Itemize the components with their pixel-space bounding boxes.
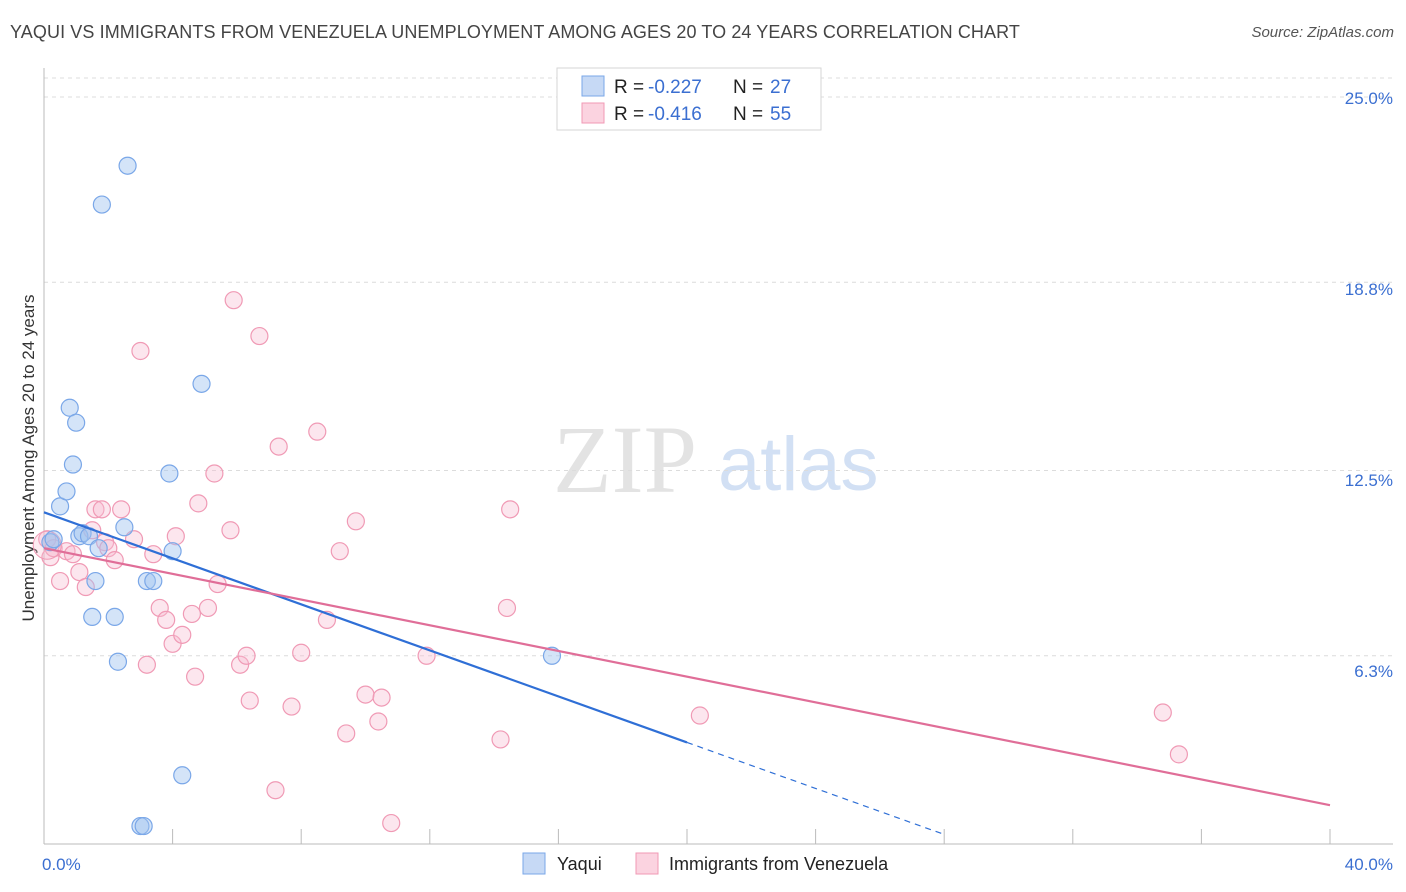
yaqui-point-10 — [83, 607, 102, 627]
watermark-atlas: atlas — [718, 422, 879, 507]
yaqui-trend-extension — [686, 741, 945, 836]
yaqui-point-4 — [60, 398, 79, 417]
venezuela-point-9 — [86, 500, 105, 519]
yaqui-point-6 — [67, 413, 86, 432]
watermark-zip: ZIP — [553, 406, 697, 513]
venezuela-point-25 — [186, 667, 205, 686]
yaqui-point-20 — [137, 571, 156, 591]
venezuela-point-46 — [369, 712, 388, 731]
yaqui-point-24 — [173, 766, 192, 785]
bottom-legend-label-yaqui: Yaqui — [557, 854, 602, 874]
x-tick-label-0: 0.0% — [42, 855, 81, 874]
yaqui-point-17 — [118, 156, 137, 175]
venezuela-point-30 — [221, 521, 240, 540]
gridlines — [44, 77, 1393, 657]
venezuela-point-48 — [382, 813, 401, 833]
yaqui-point-23 — [163, 542, 182, 561]
x-ticks — [43, 829, 1331, 844]
series-legend: Yaqui Immigrants from Venezuela — [522, 852, 889, 875]
legend-r-label-venezuela: R = — [614, 104, 649, 125]
venezuela-point-17 — [137, 655, 156, 674]
venezuela-point-26 — [189, 494, 208, 513]
venezuela-point-52 — [501, 500, 520, 519]
yaqui-point-7 — [70, 527, 89, 546]
legend-swatch-venezuela — [581, 102, 605, 124]
venezuela-point-37 — [269, 437, 288, 456]
venezuela-point-27 — [198, 598, 218, 618]
legend-r-venezuela: -0.416 — [648, 104, 702, 125]
yaqui-point-16 — [115, 518, 134, 537]
venezuela-point-42 — [330, 542, 349, 561]
venezuela-point-35 — [250, 326, 269, 346]
y-tick-label-6-3: 6.3% — [1354, 662, 1393, 681]
trend-lines — [43, 511, 1331, 836]
venezuela-point-39 — [292, 643, 311, 662]
yaqui-point-3 — [57, 482, 76, 501]
venezuela-point-10 — [92, 500, 111, 519]
yaqui-point-5 — [63, 455, 83, 474]
chart-title: YAQUI VS IMMIGRANTS FROM VENEZUELA UNEMP… — [10, 22, 1020, 42]
legend-r-label-yaqui: R = — [614, 77, 649, 98]
legend-n-venezuela: 55 — [770, 104, 791, 125]
venezuela-point-36 — [266, 781, 285, 800]
bottom-legend-swatch-yaqui — [522, 852, 546, 875]
venezuela-point-20 — [157, 610, 176, 630]
venezuela-point-47 — [372, 688, 391, 707]
y-tick-label-12-5: 12.5% — [1345, 471, 1393, 490]
bottom-legend-label-venezuela: Immigrants from Venezuela — [669, 854, 889, 874]
venezuela-points — [32, 291, 1188, 833]
venezuela-trend-line — [43, 547, 1331, 807]
venezuela-point-34 — [240, 691, 259, 710]
yaqui-point-19 — [134, 816, 153, 836]
yaqui-point-21 — [144, 571, 163, 591]
y-tick-label-25: 25.0% — [1345, 89, 1393, 108]
venezuela-point-22 — [166, 527, 185, 546]
yaqui-point-12 — [89, 539, 108, 558]
venezuela-point-6 — [70, 562, 89, 582]
venezuela-point-31 — [224, 291, 243, 310]
legend-r-yaqui: -0.227 — [648, 77, 702, 98]
yaqui-point-15 — [108, 652, 128, 671]
venezuela-point-44 — [346, 512, 365, 531]
venezuela-point-40 — [308, 422, 327, 441]
legend-n-yaqui: 27 — [770, 77, 791, 98]
venezuela-point-28 — [205, 464, 224, 483]
yaqui-point-22 — [160, 464, 179, 483]
venezuela-point-7 — [76, 577, 95, 597]
source-label: Source: ZipAtlas.com — [1251, 24, 1394, 41]
venezuela-point-45 — [356, 685, 375, 704]
venezuela-point-55 — [1169, 745, 1188, 764]
x-tick-label-40: 40.0% — [1345, 855, 1393, 874]
venezuela-point-50 — [491, 730, 510, 749]
venezuela-point-43 — [337, 724, 356, 743]
legend-n-label-venezuela: N = — [733, 104, 768, 125]
legend-swatch-yaqui — [581, 75, 605, 97]
yaqui-point-1 — [44, 530, 63, 549]
yaqui-point-11 — [86, 571, 105, 591]
yaqui-point-2 — [50, 497, 70, 516]
venezuela-point-32 — [231, 655, 250, 674]
venezuela-point-16 — [131, 341, 150, 361]
venezuela-point-23 — [173, 625, 192, 644]
legend-n-label-yaqui: N = — [733, 77, 768, 98]
venezuela-point-24 — [182, 604, 201, 624]
yaqui-point-14 — [105, 607, 124, 627]
venezuela-point-33 — [237, 646, 256, 665]
venezuela-point-38 — [282, 697, 301, 716]
venezuela-point-51 — [497, 598, 517, 618]
yaqui-points — [41, 156, 562, 836]
venezuela-point-14 — [112, 500, 131, 519]
yaqui-trend-line — [43, 511, 688, 744]
venezuela-point-54 — [1153, 703, 1172, 722]
y-axis-label: Unemployment Among Ages 20 to 24 years — [19, 295, 38, 622]
y-tick-label-18-8: 18.8% — [1345, 280, 1393, 299]
yaqui-point-25 — [192, 374, 211, 393]
correlation-legend: R = -0.227 N = 27 R = -0.416 N = 55 — [556, 67, 822, 131]
yaqui-point-0 — [41, 533, 60, 552]
venezuela-point-53 — [690, 706, 709, 725]
bottom-legend-swatch-venezuela — [635, 852, 659, 875]
venezuela-point-3 — [50, 571, 70, 591]
yaqui-point-13 — [92, 195, 111, 214]
